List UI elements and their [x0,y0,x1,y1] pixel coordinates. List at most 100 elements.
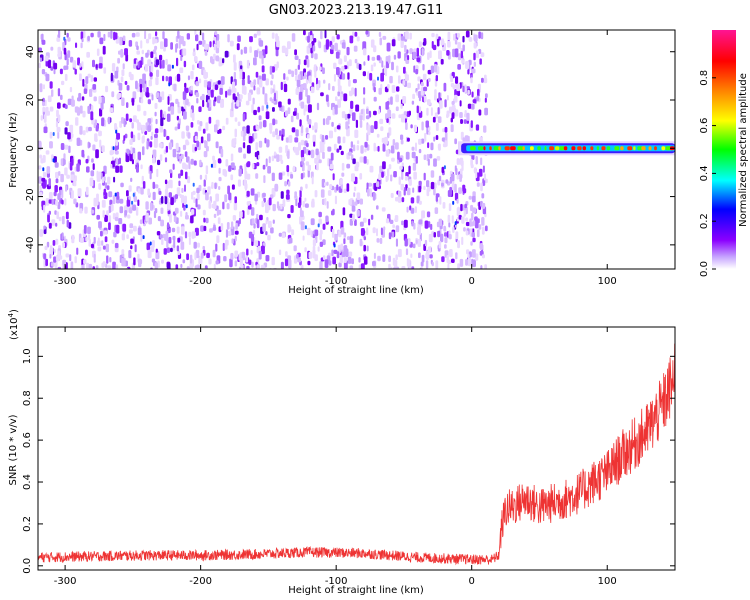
heatmap-noise-cell [476,268,479,269]
heatmap-noise-cell [75,42,78,48]
heatmap-noise-cell [340,227,345,235]
heatmap-noise-cell [79,208,83,214]
heatmap-noise-cell [251,163,255,169]
heatmap-noise-cell [478,168,483,177]
heatmap-noise-cell [255,173,259,179]
heatmap-noise-cell [48,192,53,200]
heatmap-signal-peak [483,146,486,151]
heatmap-noise-cell [307,260,311,266]
heatmap-noise-cell [334,127,337,133]
heatmap-noise-cell [404,44,407,53]
heatmap-noise-cell [48,222,52,229]
heatmap-noise-cell [214,31,218,36]
heatmap-noise-cell [363,87,366,95]
heatmap-noise-cell [459,100,462,107]
heatmap-noise-cell [253,79,257,86]
heatmap-noise-cell [343,238,346,245]
heatmap-noise-cell [407,238,411,245]
heatmap-noise-cell [401,197,405,203]
heatmap-noise-cell [147,99,151,105]
heatmap-noise-cell [356,209,360,217]
heatmap-noise-cell [287,181,291,187]
heatmap-noise-cell [276,61,279,69]
heatmap-noise-cell [204,174,208,181]
heatmap-noise-cell [129,207,133,214]
heatmap-noise-cell [316,77,318,86]
heatmap-noise-cell [93,253,96,263]
heatmap-noise-cell [409,48,413,55]
heatmap-noise-cell [341,172,345,177]
heatmap-noise-cell [180,169,184,176]
heatmap-noise-cell [137,122,141,131]
heatmap-noise-cell [177,123,181,130]
heatmap-noise-cell [246,265,250,269]
heatmap-noise-cell [408,265,411,269]
heatmap-noise-cell [137,104,141,112]
heatmap-noise-cell [82,130,86,136]
heatmap-noise-cell [380,72,384,82]
heatmap-noise-cell [90,243,94,249]
heatmap-noise-cell [318,218,322,225]
heatmap-signal-peak [549,146,554,151]
heatmap-noise-cell [413,48,417,53]
heatmap-noise-cell [254,240,259,247]
heatmap-noise-cell [147,125,151,132]
heatmap-noise-cell [322,151,325,159]
heatmap-noise-cell [155,118,158,125]
heatmap-noise-cell [408,259,411,264]
heatmap-noise-cell [456,33,460,38]
heatmap-noise-cell [287,41,291,49]
heatmap-noise-cell [243,142,246,149]
heatmap-noise-cell [400,183,405,191]
heatmap-noise-cell [196,98,199,104]
heatmap-noise-cell [427,99,431,106]
heatmap-noise-cell [222,125,226,131]
heatmap-noise-cell [457,90,460,97]
heatmap-noise-cell [155,92,160,99]
heatmap-noise-cell [52,240,56,246]
heatmap-ytick-label: -20 [25,188,36,204]
heatmap-noise-cell [381,207,386,212]
heatmap-noise-cell [43,126,48,134]
heatmap-noise-cell [149,72,153,77]
heatmap-noise-cell [243,128,247,136]
heatmap-noise-cell [286,189,290,195]
heatmap-noise-cell [297,64,300,70]
heatmap-noise-cell [128,40,133,47]
heatmap-noise-cell [194,252,197,260]
heatmap-noise-cell [152,49,156,54]
heatmap-noise-cell [294,68,298,76]
heatmap-noise-cell [386,118,389,123]
heatmap-noise-cell [92,144,96,151]
heatmap-noise-cell [412,187,415,193]
heatmap-noise-cell [302,200,305,208]
heatmap-noise-cell [300,139,305,146]
heatmap-noise-cell [126,266,131,269]
heatmap-noise-cell [291,229,295,236]
heatmap-noise-cell [475,124,480,131]
heatmap-noise-cell [390,192,394,198]
heatmap-noise-cell [240,49,243,55]
heatmap-noise-cell [392,224,395,229]
heatmap-noise-cell [170,247,173,253]
heatmap-noise-cell [95,64,98,69]
heatmap-noise-cell [218,167,221,174]
heatmap-noise-peak [115,129,118,134]
heatmap-noise-cell [91,158,94,163]
heatmap-noise-cell [205,192,209,201]
heatmap-noise-cell [438,175,442,182]
heatmap-noise-cell [168,236,172,244]
heatmap-noise-cell [163,248,167,255]
heatmap-noise-cell [234,260,238,267]
heatmap-noise-cell [382,35,387,40]
heatmap-noise-cell [195,92,200,98]
heatmap-noise-cell [299,119,302,127]
heatmap-noise-cell [122,63,125,70]
heatmap-noise-cell [423,154,427,161]
heatmap-noise-cell [131,122,134,129]
heatmap-noise-cell [124,210,128,216]
heatmap-noise-cell [327,146,332,152]
heatmap-noise-cell [342,136,346,144]
heatmap-noise-cell [314,70,317,78]
heatmap-noise-cell [114,216,119,222]
